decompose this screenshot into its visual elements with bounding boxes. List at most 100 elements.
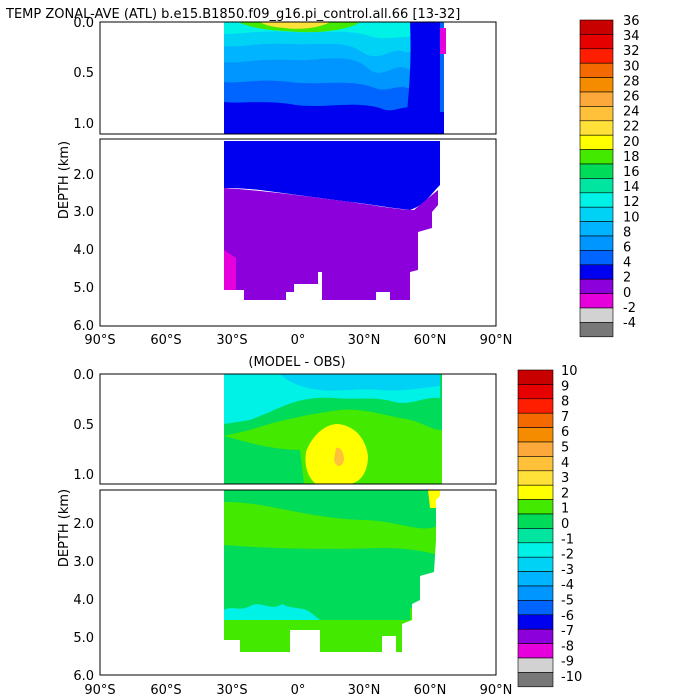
bottom-xticks: 90°S 60°S 30°S 0° 30°N 60°N 90°N bbox=[84, 683, 512, 698]
colorbar-label: 1 bbox=[561, 502, 569, 517]
colorbar-swatch bbox=[517, 441, 554, 457]
colorbar-swatch bbox=[517, 672, 554, 688]
colorbar-label: 10 bbox=[561, 364, 578, 379]
colorbar-label: 7 bbox=[561, 410, 569, 425]
colorbar-label: 12 bbox=[623, 195, 640, 210]
colorbar-swatch bbox=[517, 499, 554, 515]
chart-title-bottom: (MODEL - OBS) bbox=[248, 355, 345, 370]
xtick-label: 60°N bbox=[414, 333, 447, 348]
ytick-label: 2.0 bbox=[73, 168, 94, 183]
ytick-label: 0.0 bbox=[73, 368, 94, 383]
xtick-label: 0° bbox=[291, 683, 306, 698]
colorbar-label: -7 bbox=[561, 624, 574, 639]
top-upper-field bbox=[224, 22, 446, 134]
colorbar-swatch bbox=[579, 278, 614, 294]
bottom-upper-frame bbox=[99, 373, 497, 485]
colorbar-label: 8 bbox=[561, 395, 569, 410]
colorbar-label: 20 bbox=[623, 135, 640, 150]
colorbar-swatch bbox=[517, 528, 554, 544]
xtick-label: 90°S bbox=[84, 683, 115, 698]
ylabel-bottom: DEPTH (km) bbox=[57, 489, 72, 567]
colorbar-swatch bbox=[579, 48, 614, 64]
ytick-label: 5.0 bbox=[73, 281, 94, 296]
ytick-label: 6.0 bbox=[73, 319, 94, 334]
xtick-label: 30°N bbox=[348, 333, 381, 348]
ytick-label: 5.0 bbox=[73, 631, 94, 646]
colorbar-swatch bbox=[579, 163, 614, 179]
colorbar-label: 2 bbox=[561, 486, 569, 501]
colorbar-swatch bbox=[517, 412, 554, 428]
ytick-label: 3.0 bbox=[73, 205, 94, 220]
colorbar-label: 18 bbox=[623, 150, 640, 165]
colorbar-label: 14 bbox=[623, 180, 640, 195]
xtick-label: 30°S bbox=[216, 333, 247, 348]
xtick-label: 60°N bbox=[414, 683, 447, 698]
colorbar-label: 32 bbox=[623, 44, 640, 59]
colorbar-swatch bbox=[579, 106, 614, 122]
top-lower-frame bbox=[99, 138, 497, 327]
colorbar-swatch bbox=[517, 542, 554, 558]
ytick-label: 1.0 bbox=[73, 117, 94, 132]
colorbar-swatch bbox=[579, 77, 614, 93]
colorbar-swatch bbox=[579, 178, 614, 194]
ytick-label: 0.0 bbox=[73, 16, 94, 31]
colorbar-swatch bbox=[517, 484, 554, 500]
top-lower-contour-2 bbox=[224, 188, 438, 300]
top-upper-contour-magenta-north bbox=[440, 28, 446, 54]
colorbar-label: 0 bbox=[561, 517, 569, 532]
xtick-label: 30°S bbox=[216, 683, 247, 698]
colorbar-label: 5 bbox=[561, 441, 569, 456]
ytick-label: 0.5 bbox=[73, 66, 94, 81]
colorbar-label: -4 bbox=[561, 578, 574, 593]
colorbar-swatch bbox=[517, 470, 554, 486]
xtick-label: 60°S bbox=[150, 333, 181, 348]
chart-title-top: TEMP ZONAL-AVE (ATL) b.e15.B1850.f09_g16… bbox=[5, 7, 460, 22]
colorbar-swatch bbox=[579, 134, 614, 150]
top-upper-frame bbox=[99, 21, 497, 135]
top-yticks: 0.0 0.5 1.0 2.0 3.0 4.0 5.0 6.0 bbox=[73, 16, 94, 334]
colorbar-swatch bbox=[517, 456, 554, 472]
colorbar-label: -5 bbox=[561, 594, 574, 609]
ytick-label: 4.0 bbox=[73, 243, 94, 258]
colorbar-label: -2 bbox=[623, 301, 636, 316]
colorbar-swatch bbox=[579, 19, 614, 35]
colorbar-swatch bbox=[517, 556, 554, 572]
colorbar-label: 9 bbox=[561, 379, 569, 394]
top-chart: 0.0 0.5 1.0 2.0 3.0 4.0 5.0 6.0 90°S 60°… bbox=[73, 14, 639, 348]
bottom-lower-contour-1 bbox=[224, 545, 440, 620]
colorbar-swatch bbox=[517, 600, 554, 616]
ytick-label: 4.0 bbox=[73, 593, 94, 608]
bottom-upper-field bbox=[224, 374, 442, 484]
ytick-label: 6.0 bbox=[73, 669, 94, 684]
ytick-label: 1.0 bbox=[73, 468, 94, 483]
xtick-label: 0° bbox=[291, 333, 306, 348]
colorbar-swatch bbox=[517, 643, 554, 659]
top-upper-contour-22 bbox=[260, 22, 330, 29]
top-upper-contour-cold-north bbox=[405, 22, 440, 134]
colorbar-label: 34 bbox=[623, 29, 640, 44]
colorbar-swatch bbox=[579, 192, 614, 208]
bottom-lower-field bbox=[224, 490, 440, 652]
ylabel-top: DEPTH (km) bbox=[57, 141, 72, 219]
ytick-label: 3.0 bbox=[73, 555, 94, 570]
colorbar-label: 28 bbox=[623, 74, 640, 89]
colorbar-swatch bbox=[517, 398, 554, 414]
colorbar-label: -6 bbox=[561, 609, 574, 624]
colorbar-label: -1 bbox=[561, 532, 574, 547]
top-lower-contour-0 bbox=[224, 250, 236, 290]
colorbar-label: 4 bbox=[623, 256, 631, 271]
ytick-label: 0.5 bbox=[73, 418, 94, 433]
bottom-upper-contour-neg2 bbox=[280, 374, 440, 391]
colorbar-label: -8 bbox=[561, 639, 574, 654]
colorbar-swatch bbox=[579, 221, 614, 237]
colorbar-swatch bbox=[517, 513, 554, 529]
colorbar-swatch bbox=[517, 657, 554, 673]
bottom-lower-mask bbox=[402, 490, 440, 652]
colorbar-label: -10 bbox=[561, 670, 582, 685]
colorbar-label: 8 bbox=[623, 225, 631, 240]
colorbar-swatch bbox=[579, 235, 614, 251]
colorbar-swatch bbox=[579, 91, 614, 107]
colorbar-label: -4 bbox=[623, 316, 636, 331]
